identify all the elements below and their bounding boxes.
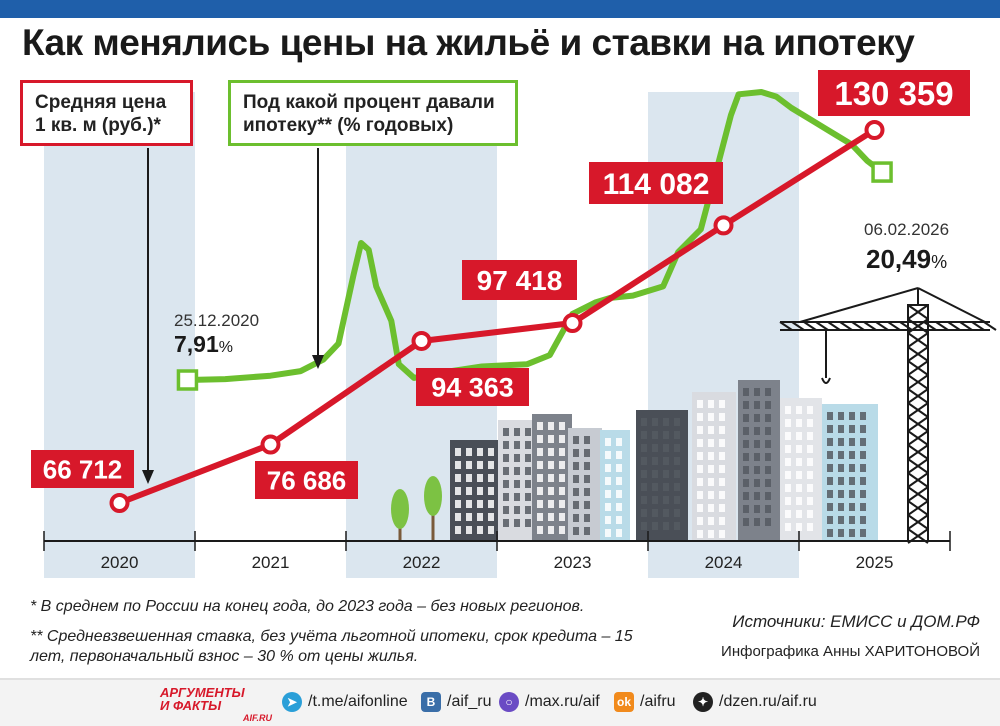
legend-price: Средняя цена 1 кв. м (руб.)*: [20, 80, 193, 146]
max-icon: ○: [499, 692, 519, 712]
rate-start-marker: [176, 369, 199, 391]
link-telegram-label: /t.me/aifonline: [308, 693, 408, 710]
logo-site: AIF.RU: [243, 713, 272, 723]
price-arrow-head: [142, 470, 154, 484]
x-tick-label-2021: 2021: [252, 553, 290, 572]
footnote-2: ** Средневзвешенная ставка, без учёта ль…: [30, 628, 633, 665]
price-label-bg-2021: [255, 461, 358, 499]
building-windows-10: [827, 412, 866, 537]
tree-trunk-2: [431, 512, 435, 541]
aif-logo[interactable]: АРГУМЕНТЫ И ФАКТЫ AIF.RU: [160, 685, 272, 723]
rate-end-percent: %: [931, 252, 947, 272]
x-tick-label-2023: 2023: [554, 553, 592, 572]
price-label-bg-2022: [416, 368, 529, 406]
logo-line1: АРГУМЕНТЫ: [160, 685, 245, 700]
footnote-1: * В среднем по России на конец года, до …: [30, 598, 585, 615]
buildings-illustration: [391, 287, 997, 544]
legend-price-line2: 1 кв. м (руб.)*: [35, 115, 161, 136]
price-point-2024: [713, 215, 734, 236]
tree-1: [391, 489, 409, 529]
building-windows-6: [641, 418, 680, 530]
sources: Источники: ЕМИСС и ДОМ.РФ: [732, 612, 980, 631]
crane: [779, 287, 997, 544]
price-label-2022: 94 363: [431, 373, 514, 403]
x-tick-label-2020: 2020: [101, 553, 139, 572]
telegram-icon: ➤: [282, 692, 302, 712]
tree-trunk-1: [398, 525, 402, 541]
page-title: Как менялись цены на жильё и ставки на и…: [22, 22, 915, 63]
link-dzen[interactable]: ✦ /dzen.ru/aif.ru: [693, 692, 817, 712]
rate-start-date: 25.12.2020: [174, 311, 259, 330]
building-windows-8: [743, 388, 771, 526]
link-dzen-label: /dzen.ru/aif.ru: [719, 693, 817, 710]
link-vk-label: /aif_ru: [447, 693, 492, 710]
rate-end-marker: [871, 161, 893, 183]
building-windows-2: [503, 428, 531, 527]
rate-start-percent: %: [219, 339, 233, 356]
building-windows-5: [605, 438, 622, 537]
vk-icon: В: [421, 692, 441, 712]
link-vk[interactable]: В /aif_ru: [421, 692, 491, 712]
link-max[interactable]: ○ /max.ru/aif: [499, 692, 600, 712]
building-windows-7: [697, 400, 725, 538]
price-label-bg-2023: [462, 260, 577, 300]
legend-rate: Под какой процент давали ипотеку** (% го…: [228, 80, 518, 146]
legend-rate-line2: ипотеку** (% годовых): [243, 115, 454, 136]
link-ok-label: /aifru: [640, 693, 676, 710]
rate-start-value: 7,91%: [174, 331, 233, 357]
top-bar: [0, 0, 1000, 18]
chart-canvas: 2020 2021 2022 2023 2024 2025 66 712 76 686 94 …: [31, 70, 997, 578]
price-point-2020: [109, 493, 130, 513]
price-point-2021: [260, 434, 281, 455]
price-label-2024: 114 082: [603, 168, 710, 201]
price-series: 66 712 76 686 94 363 97 418 114 082 130 359: [31, 70, 970, 513]
price-label-2023: 97 418: [477, 265, 563, 296]
link-ok[interactable]: ok /aifru: [614, 692, 676, 712]
rate-end-date: 06.02.2026: [864, 220, 949, 239]
building-windows-4: [573, 436, 590, 535]
legend-price-line1: Средняя цена: [35, 92, 167, 113]
dzen-icon: ✦: [693, 692, 713, 712]
logo-line2: И ФАКТЫ: [160, 698, 222, 713]
building-5: [600, 430, 630, 541]
price-label-bg-2025: [818, 70, 970, 116]
link-max-label: /max.ru/aif: [525, 693, 600, 710]
rate-arrow-head: [312, 355, 324, 369]
tree-2: [424, 476, 442, 516]
legend-rate-line1: Под какой процент давали: [243, 92, 495, 113]
x-axis: 2020 2021 2022 2023 2024 2025: [43, 531, 951, 572]
price-label-bg-2024: [589, 162, 723, 204]
price-label-2021: 76 686: [267, 465, 347, 495]
price-label-2020: 66 712: [43, 454, 123, 484]
x-tick-label-2025: 2025: [856, 553, 894, 572]
crane-hook: [821, 377, 831, 384]
price-label-bg-2020: [31, 450, 134, 488]
price-line: [118, 127, 877, 506]
price-point-2022: [411, 330, 432, 351]
price-point-2025: [864, 120, 885, 140]
ok-icon: ok: [614, 692, 634, 712]
price-point-2023: [562, 313, 583, 334]
legend-arrows: [142, 148, 324, 484]
building-windows-1: [455, 448, 494, 534]
rate-end-value: 20,49%: [866, 244, 947, 274]
x-tick-label-2024: 2024: [705, 553, 743, 572]
building-4: [568, 428, 602, 541]
building-windows-3: [537, 422, 565, 534]
credit: Инфографика Анны ХАРИТОНОВОЙ: [721, 643, 980, 660]
x-tick-label-2022: 2022: [403, 553, 441, 572]
price-label-2025: 130 359: [834, 75, 953, 112]
building-windows-9: [785, 406, 813, 531]
link-telegram[interactable]: ➤ /t.me/aifonline: [282, 692, 408, 712]
footer-bar: АРГУМЕНТЫ И ФАКТЫ AIF.RU ➤ /t.me/aifonli…: [0, 678, 1000, 726]
